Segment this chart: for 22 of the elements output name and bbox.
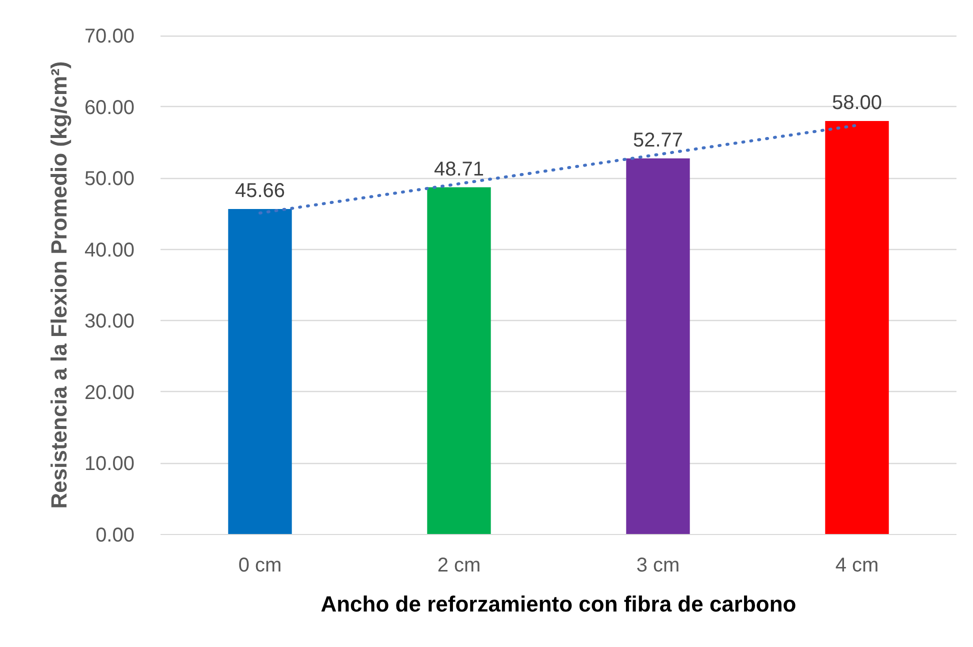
y-tick-label: 20.00	[84, 382, 135, 404]
y-tick-label: 10.00	[84, 453, 135, 476]
y-tick-label: 30.00	[84, 310, 135, 333]
y-axis-title: Resistencia a la Flexion Promedio (kg/cm²)	[46, 61, 72, 509]
data-label: 52.77	[632, 129, 684, 152]
y-tick-label: 50.00	[84, 168, 135, 190]
y-tick-label: 40.00	[84, 239, 135, 262]
bar	[626, 158, 690, 534]
y-tick-label: 70.00	[84, 26, 135, 48]
data-label: 45.66	[234, 180, 286, 202]
bar	[427, 187, 491, 534]
data-label: 58.00	[832, 92, 882, 114]
x-tick-label: 4 cm	[835, 554, 879, 576]
y-tick-label: 0.00	[96, 524, 135, 546]
x-tick-label: 2 cm	[437, 554, 481, 576]
x-axis-title: Ancho de reforzamiento con fibra de carbono	[320, 592, 796, 616]
data-label: 48.71	[434, 158, 484, 180]
y-tick-label: 60.00	[84, 96, 135, 119]
x-tick-label: 3 cm	[636, 554, 680, 576]
x-tick-label: 0 cm	[238, 554, 282, 576]
bar	[228, 209, 292, 534]
bar	[825, 121, 889, 534]
